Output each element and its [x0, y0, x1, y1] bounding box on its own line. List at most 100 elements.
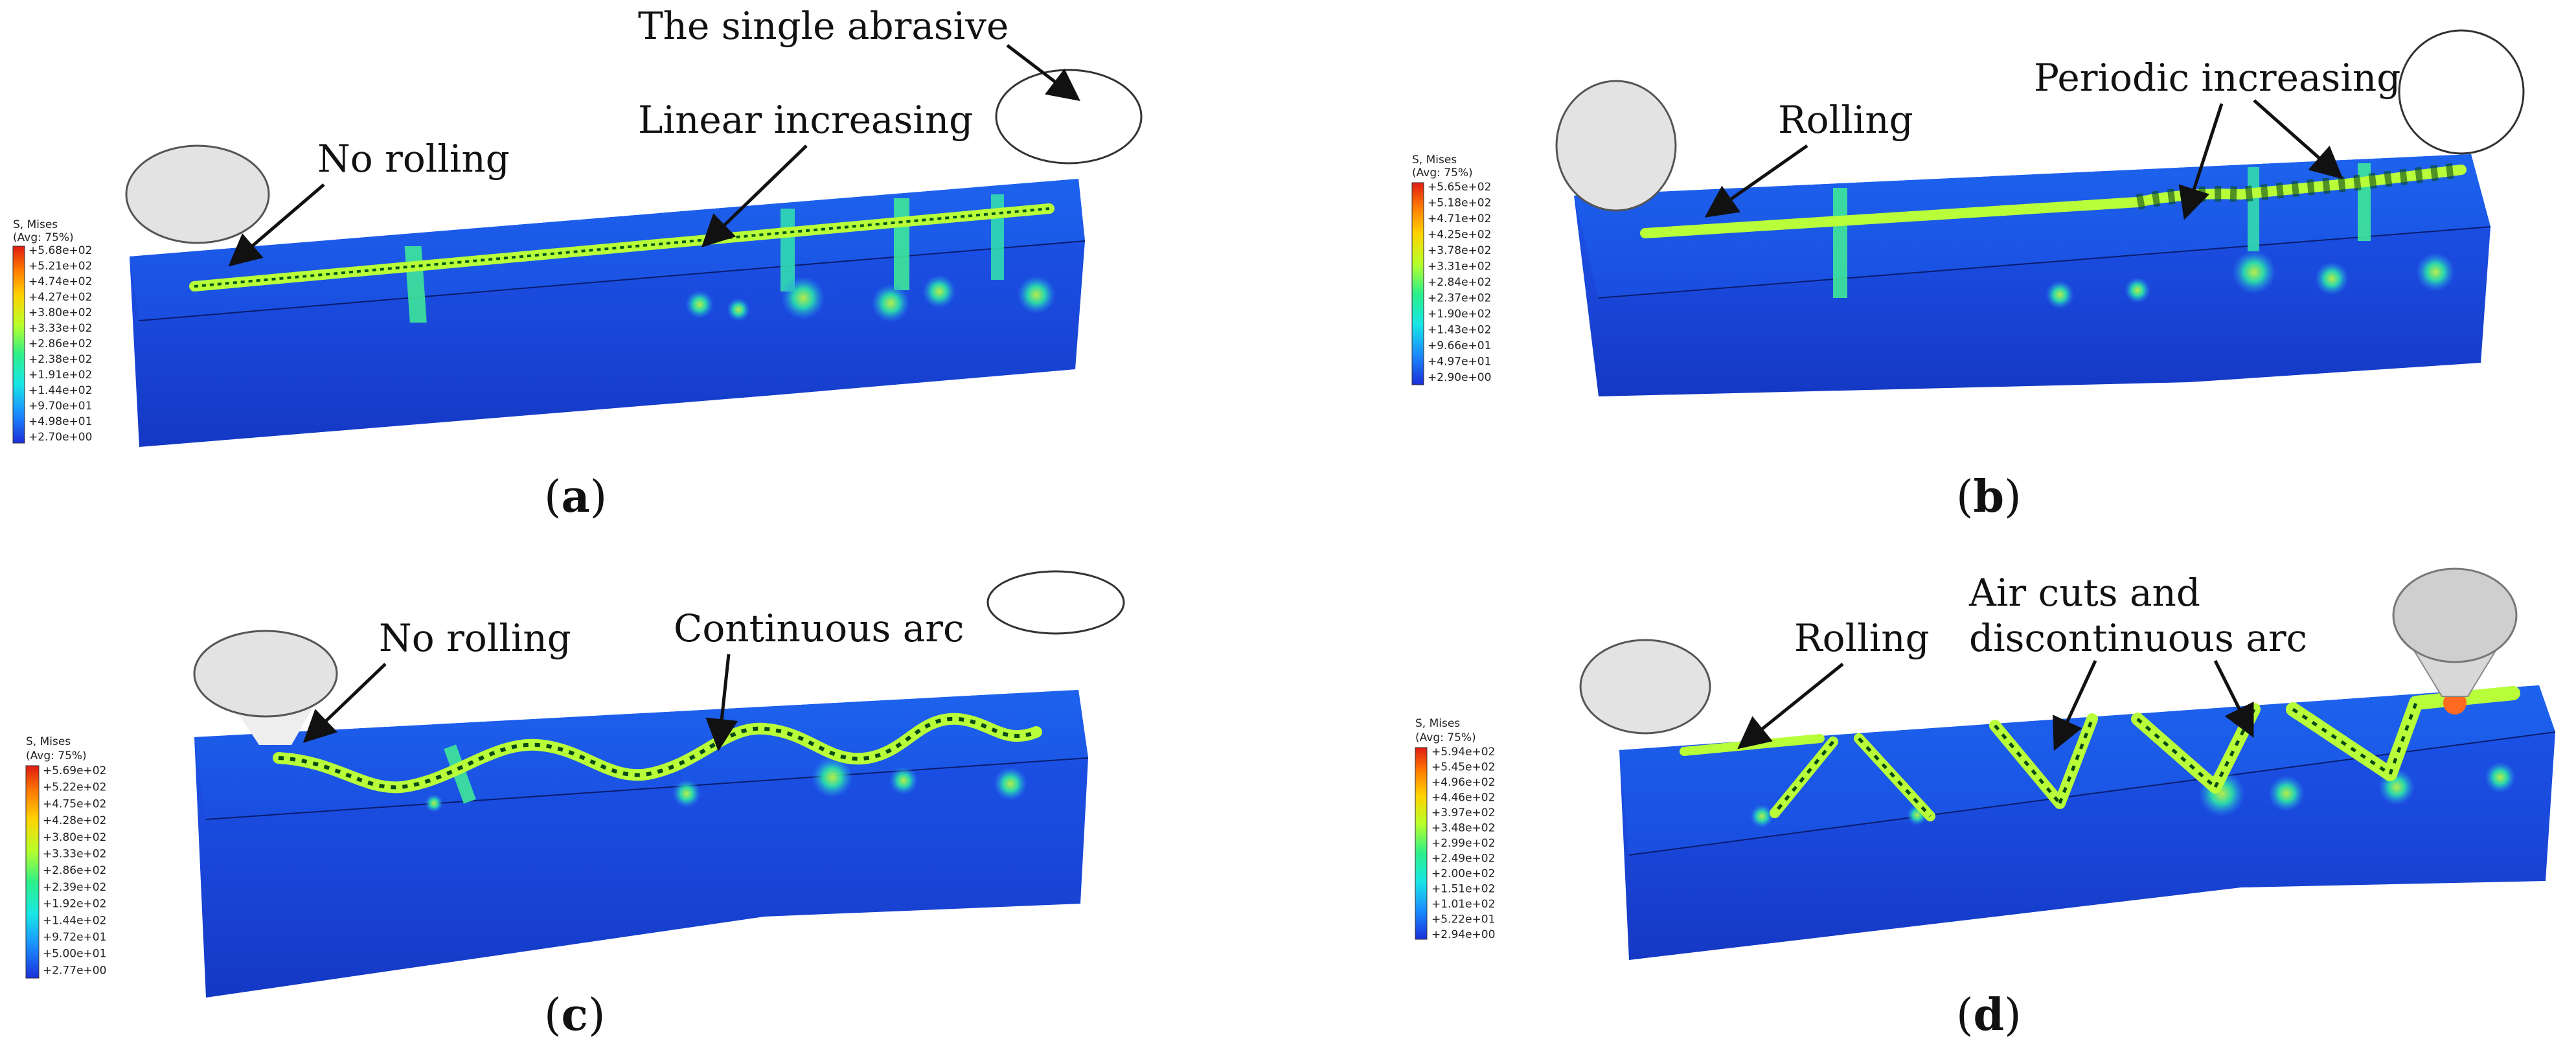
stress-field	[1833, 163, 2455, 309]
stress-band	[991, 194, 1004, 280]
legend-value: +2.38e+02	[28, 353, 92, 366]
colorbar	[12, 246, 25, 444]
stress-spot	[672, 779, 701, 808]
caption-b: (b)	[1956, 471, 2022, 523]
legend-value: +1.44e+02	[43, 914, 106, 927]
legend-d: S, Mises (Avg: 75%) +5.94e+02 +5.45e+02 +4…	[1415, 717, 1495, 941]
legend-value: +2.94e+00	[1431, 928, 1495, 941]
stress-spot	[922, 275, 956, 308]
caption-c: (c)	[544, 989, 605, 1041]
annotation-no-rolling: No rolling	[379, 616, 571, 660]
arrow-icon	[1006, 44, 1080, 102]
legend-value: +3.80e+02	[43, 831, 106, 844]
scratch-core	[1773, 702, 2418, 818]
legend-title: S, Mises	[13, 218, 58, 231]
legend-value: +1.44e+02	[28, 384, 92, 397]
legend-value: +1.91e+02	[28, 369, 92, 382]
legend-value: +5.00e+01	[43, 948, 106, 961]
scratch-path	[273, 713, 1042, 794]
legend-value: +4.25e+02	[1428, 229, 1491, 242]
abrasive-ellipse-icon	[193, 630, 338, 718]
legend-value: +2.49e+02	[1431, 852, 1495, 865]
panel-d: S, Mises (Avg: 75%) +5.94e+02 +5.45e+02 +4…	[1415, 567, 2556, 1041]
colorbar	[25, 765, 40, 979]
legend-value: +3.80e+02	[28, 306, 92, 319]
annotation-periodic-increasing: Periodic increasing	[2034, 56, 2400, 100]
arrow-icon	[2213, 659, 2254, 738]
stress-spot	[425, 794, 443, 812]
legend-value: +5.45e+02	[1431, 761, 1495, 774]
legend-value: +2.86e+02	[28, 337, 92, 350]
legend-value: +9.72e+01	[43, 931, 106, 944]
legend-value: +1.90e+02	[1428, 308, 1491, 321]
arrow-icon	[228, 183, 325, 267]
edge-line	[139, 240, 1086, 321]
stress-spot	[1750, 805, 1773, 828]
legend-value: +4.96e+02	[1431, 776, 1495, 789]
stress-spot	[2125, 277, 2150, 303]
arrow-icon	[701, 144, 808, 247]
scratch-path-core	[194, 207, 1050, 288]
annotation-single-abrasive: The single abrasive	[638, 4, 1009, 48]
legend-value: +2.86e+02	[43, 864, 106, 877]
legend-value: +2.70e+00	[28, 431, 92, 444]
stress-spot	[2232, 250, 2276, 294]
colorbar	[1415, 747, 1428, 940]
legend-value: +4.27e+02	[28, 291, 92, 304]
annotation-discontinuous-arc: discontinuous arc	[1969, 616, 2307, 660]
stress-band	[1833, 188, 1847, 298]
arrow-icon	[2053, 659, 2097, 751]
legend-value: +2.00e+02	[1431, 867, 1495, 880]
panel-a: S, Mises (Avg: 75%) +5.68e+02 +5.21e+02 +4…	[12, 4, 1143, 523]
arrow-icon	[2253, 99, 2343, 179]
caption-a: (a)	[544, 471, 607, 523]
legend-title: S, Mises	[26, 735, 71, 748]
stress-spot	[2268, 775, 2305, 812]
annotation-no-rolling: No rolling	[317, 137, 510, 181]
colorbar	[1411, 182, 1424, 385]
annotation-linear-increasing: Linear increasing	[638, 98, 973, 142]
legend-subtitle: (Avg: 75%)	[1412, 166, 1473, 179]
edge-line	[205, 757, 1089, 820]
legend-value: +3.78e+02	[1428, 244, 1491, 257]
abrasive-ellipse-icon	[986, 570, 1125, 635]
arrow-icon	[1704, 144, 1808, 218]
legend-value: +1.51e+02	[1431, 883, 1495, 896]
legend-value: +4.71e+02	[1428, 212, 1491, 225]
annotation-air-cuts: Air cuts and	[1968, 571, 2200, 615]
stress-spot	[685, 290, 714, 319]
legend-c: S, Mises (Avg: 75%) +5.69e+02 +5.22e+02 +4…	[25, 735, 106, 979]
stress-spot	[889, 766, 918, 795]
stress-spot	[781, 276, 825, 320]
legend-value: +5.18e+02	[1428, 197, 1491, 210]
legend-value: +4.74e+02	[28, 275, 92, 288]
legend-b: S, Mises (Avg: 75%) +5.65e+02 +5.18e+02 +4…	[1411, 154, 1491, 385]
edge-line	[1598, 226, 2491, 299]
abrasive-ellipse-icon	[995, 69, 1143, 165]
legend-title: S, Mises	[1415, 717, 1460, 730]
arrow-icon	[2178, 103, 2224, 220]
abrasive-ellipse-icon	[2392, 567, 2518, 663]
stress-field	[425, 744, 1027, 812]
legend-value: +1.01e+02	[1431, 898, 1495, 911]
scratch-path	[1680, 686, 2520, 821]
legend-value: +4.28e+02	[43, 814, 106, 827]
legend-value: +2.37e+02	[1428, 292, 1491, 305]
legend-value: +2.90e+00	[1428, 371, 1491, 384]
legend-value: +2.84e+02	[1428, 276, 1491, 289]
abrasive-ellipse-icon	[125, 144, 270, 244]
legend-value: +4.75e+02	[43, 797, 106, 810]
legend-value: +3.97e+02	[1431, 806, 1495, 819]
arrow-icon	[705, 654, 738, 751]
legend-value: +4.98e+01	[28, 415, 92, 428]
legend-subtitle: (Avg: 75%)	[1415, 731, 1476, 744]
stress-spot	[1017, 275, 1056, 314]
legend-value: +5.22e+02	[43, 781, 106, 794]
legend-value: +2.39e+02	[43, 881, 106, 894]
legend-value: +4.97e+01	[1428, 356, 1491, 369]
legend-value: +3.33e+02	[28, 322, 92, 335]
caption-d: (d)	[1956, 989, 2022, 1041]
annotation-rolling: Rolling	[1778, 98, 1913, 142]
legend-value: +3.48e+02	[1431, 822, 1495, 835]
